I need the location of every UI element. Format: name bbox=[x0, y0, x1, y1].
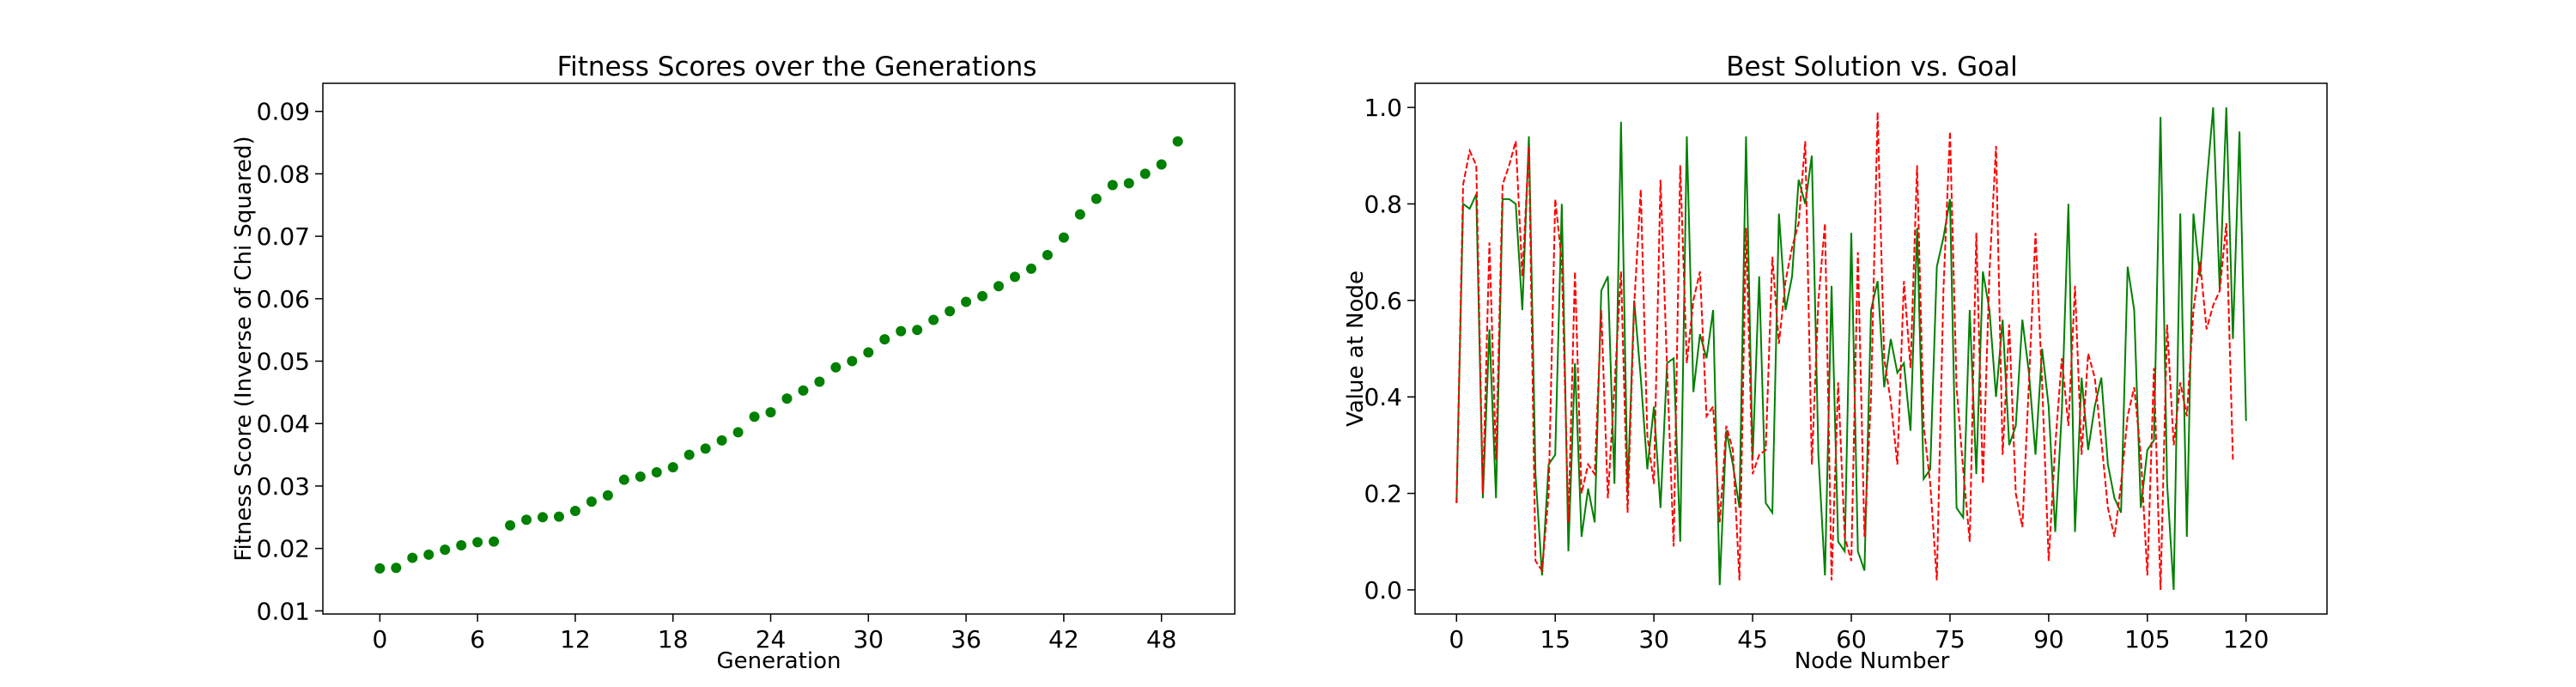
x-tick-label: 18 bbox=[658, 625, 689, 654]
data-point bbox=[1058, 232, 1069, 243]
data-point bbox=[472, 537, 483, 548]
y-tick-label: 0.4 bbox=[1364, 383, 1402, 411]
x-tick-label: 75 bbox=[1935, 625, 1965, 654]
data-point bbox=[569, 506, 580, 517]
data-point bbox=[374, 562, 386, 574]
series-line bbox=[1455, 107, 2247, 590]
data-point bbox=[667, 462, 678, 473]
data-point bbox=[749, 411, 760, 423]
data-point bbox=[945, 306, 956, 317]
x-axis-label: Generation bbox=[716, 648, 841, 674]
x-tick-label: 120 bbox=[2223, 625, 2269, 654]
data-point bbox=[798, 385, 809, 396]
x-tick-label: 105 bbox=[2124, 625, 2170, 654]
data-point bbox=[977, 290, 988, 301]
x-axis-label: Node Number bbox=[1795, 648, 1950, 674]
x-tick-label: 36 bbox=[951, 625, 981, 654]
data-point bbox=[521, 514, 532, 526]
x-tick-label: 30 bbox=[1638, 625, 1669, 654]
x-tick-label: 15 bbox=[1540, 625, 1571, 654]
x-tick-label: 42 bbox=[1048, 625, 1079, 654]
x-tick-label: 0 bbox=[372, 625, 387, 654]
x-tick-label: 6 bbox=[470, 625, 485, 654]
data-point bbox=[602, 489, 613, 501]
data-point bbox=[863, 347, 874, 358]
data-point bbox=[993, 281, 1005, 292]
y-tick-label: 0.02 bbox=[257, 535, 310, 563]
data-point bbox=[586, 496, 597, 508]
data-point bbox=[456, 540, 467, 551]
data-point bbox=[489, 536, 500, 547]
data-point bbox=[1172, 136, 1183, 147]
chart-title: Best Solution vs. Goal bbox=[1726, 52, 2017, 82]
data-point bbox=[896, 325, 907, 337]
y-tick-label: 0.03 bbox=[257, 472, 310, 501]
axes-frame bbox=[322, 82, 1236, 615]
data-point bbox=[1123, 178, 1134, 189]
data-point bbox=[651, 466, 662, 477]
data-point bbox=[440, 544, 451, 556]
fitness-chart: Fitness Scores over the Generations 0 6 12… bbox=[231, 52, 1236, 674]
data-point bbox=[814, 376, 825, 387]
x-tick-label: 24 bbox=[756, 625, 787, 654]
data-point bbox=[781, 393, 793, 404]
data-point bbox=[700, 443, 711, 454]
x-tick-label: 12 bbox=[560, 625, 591, 654]
data-point bbox=[505, 520, 516, 531]
x-tick-label: 30 bbox=[853, 625, 884, 654]
x-tick-label: 45 bbox=[1737, 625, 1768, 654]
y-tick-label: 0.04 bbox=[257, 410, 310, 438]
data-point bbox=[716, 435, 727, 446]
data-point bbox=[683, 449, 695, 460]
data-point bbox=[407, 552, 418, 563]
x-tick-label: 90 bbox=[2033, 625, 2064, 654]
data-point bbox=[1025, 263, 1036, 274]
y-tick-label: 0.09 bbox=[257, 98, 310, 126]
data-point bbox=[1009, 271, 1020, 283]
axes-frame bbox=[1414, 82, 2328, 615]
data-point bbox=[635, 471, 646, 483]
y-axis-label: Value at Node bbox=[1343, 271, 1369, 427]
data-point bbox=[1156, 159, 1167, 170]
y-tick-label: 0.08 bbox=[257, 160, 310, 188]
series-line bbox=[1455, 112, 2234, 590]
y-tick-label: 0.6 bbox=[1364, 287, 1402, 315]
data-point bbox=[553, 511, 564, 522]
y-tick-label: 0.07 bbox=[257, 222, 310, 251]
x-tick-label: 48 bbox=[1146, 625, 1177, 654]
y-tick-label: 0.0 bbox=[1364, 576, 1402, 605]
plot-area: 0 15 30 45 60 75 90 105 120 0.0 0.2 0.4 0.6 0.8 1.0 bbox=[1364, 94, 2269, 654]
data-point bbox=[1139, 168, 1151, 179]
x-tick-label: 60 bbox=[1836, 625, 1867, 654]
data-point bbox=[391, 562, 402, 574]
data-point bbox=[1074, 209, 1085, 220]
data-point bbox=[928, 314, 939, 325]
y-tick-label: 1.0 bbox=[1364, 94, 1402, 122]
plot-area: 0 6 12 18 24 30 36 42 48 0.01 0.02 0.03 0.04 0.05 0.06… bbox=[257, 98, 1183, 654]
y-tick-label: 0.06 bbox=[257, 285, 310, 313]
data-point bbox=[732, 427, 744, 438]
x-tick-label: 0 bbox=[1449, 625, 1464, 654]
data-point bbox=[879, 334, 890, 345]
chart-title: Fitness Scores over the Generations bbox=[557, 52, 1037, 82]
data-point bbox=[423, 549, 434, 560]
y-axis-label: Fitness Score (Inverse of Chi Squared) bbox=[231, 136, 257, 561]
data-point bbox=[847, 356, 858, 367]
data-point bbox=[618, 474, 629, 485]
y-tick-label: 0.01 bbox=[257, 597, 310, 625]
data-point bbox=[830, 362, 841, 373]
data-point bbox=[1107, 179, 1118, 191]
y-tick-label: 0.2 bbox=[1364, 480, 1402, 508]
best-solution-chart: Best Solution vs. Goal 0 15 30 45 60 75 90 105 1… bbox=[1343, 52, 2328, 674]
data-point bbox=[912, 325, 923, 336]
data-point bbox=[765, 407, 776, 418]
data-point bbox=[538, 512, 549, 523]
y-tick-label: 0.8 bbox=[1364, 190, 1402, 218]
data-point bbox=[1042, 249, 1053, 260]
data-point bbox=[1091, 193, 1102, 204]
data-point bbox=[961, 296, 972, 307]
y-tick-label: 0.05 bbox=[257, 348, 310, 376]
